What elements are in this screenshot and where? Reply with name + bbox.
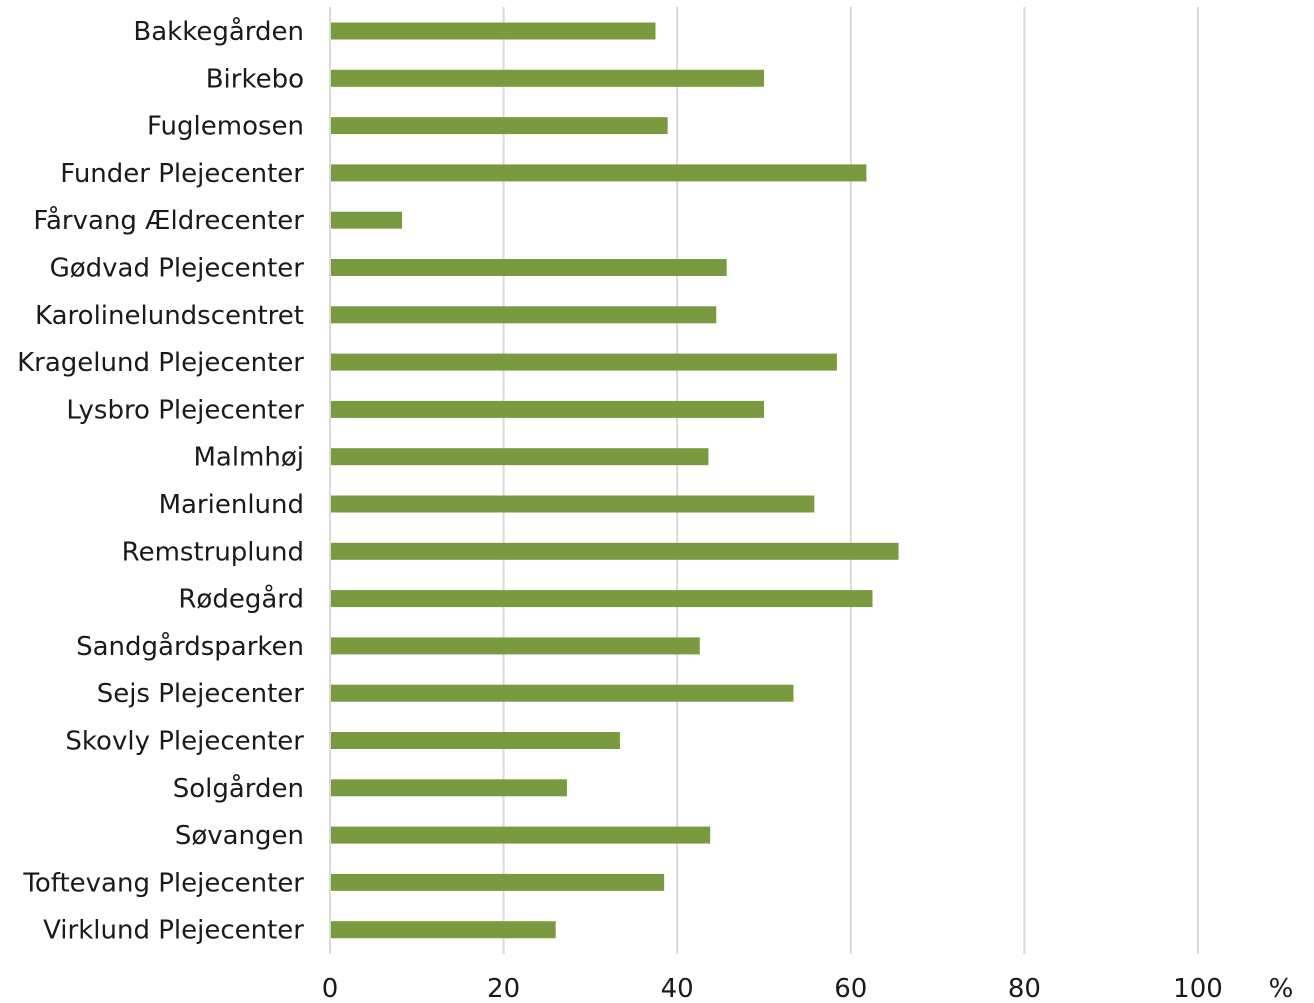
- bar-18: [331, 873, 665, 891]
- category-label-9: Malmhøj: [193, 443, 304, 473]
- bar-layer: [331, 22, 899, 939]
- category-label-6: Karolinelundscentret: [35, 301, 304, 331]
- x-tick-label-60: 60: [834, 974, 867, 1003]
- bar-9: [331, 448, 709, 466]
- bar-13: [331, 637, 700, 655]
- category-label-8: Lysbro Plejecenter: [66, 395, 304, 425]
- bar-7: [331, 353, 837, 371]
- x-tick-labels: 0 20 40 60 80 100: [322, 974, 1223, 1003]
- x-unit-label: %: [1269, 974, 1294, 1003]
- bar-10: [331, 495, 815, 513]
- bar-12: [331, 590, 873, 608]
- bar-17: [331, 826, 711, 844]
- category-label-15: Skovly Plejecenter: [65, 727, 304, 757]
- bar-2: [331, 117, 668, 135]
- category-label-7: Kragelund Plejecenter: [17, 348, 304, 378]
- x-tick-label-0: 0: [322, 974, 339, 1003]
- category-label-2: Fuglemosen: [147, 112, 304, 142]
- category-label-5: Gødvad Plejecenter: [50, 254, 305, 284]
- bar-3: [331, 164, 867, 182]
- category-label-14: Sejs Plejecenter: [97, 679, 305, 709]
- x-tick-label-20: 20: [487, 974, 520, 1003]
- x-tick-label-100: 100: [1173, 974, 1223, 1003]
- grid-layer: [329, 7, 1199, 954]
- category-label-19: Virklund Plejecenter: [43, 916, 304, 946]
- x-tick-label-80: 80: [1008, 974, 1041, 1003]
- bar-4: [331, 211, 403, 229]
- category-label-17: Søvangen: [175, 821, 304, 851]
- category-labels: Bakkegården Birkebo Fuglemosen Funder Pleje…: [17, 16, 304, 946]
- bar-16: [331, 779, 567, 797]
- x-tick-label-40: 40: [661, 974, 694, 1003]
- category-label-4: Fårvang Ældrecenter: [33, 205, 304, 236]
- category-label-0: Bakkegården: [133, 16, 304, 47]
- category-label-3: Funder Plejecenter: [60, 159, 304, 189]
- bar-6: [331, 306, 717, 324]
- bar-5: [331, 259, 727, 276]
- category-label-10: Marienlund: [159, 490, 304, 520]
- bar-0: [331, 22, 656, 40]
- bar-15: [331, 732, 620, 749]
- bar-11: [331, 542, 899, 560]
- category-label-12: Rødegård: [178, 584, 304, 615]
- bar-14: [331, 684, 794, 702]
- bar-1: [331, 69, 764, 87]
- category-label-1: Birkebo: [206, 64, 304, 94]
- category-label-18: Toftevang Plejecenter: [22, 868, 304, 898]
- category-label-11: Remstruplund: [122, 537, 304, 567]
- bar-19: [331, 921, 556, 939]
- category-label-16: Solgården: [173, 773, 304, 804]
- category-label-13: Sandgårdsparken: [76, 631, 304, 662]
- bar-8: [331, 400, 764, 418]
